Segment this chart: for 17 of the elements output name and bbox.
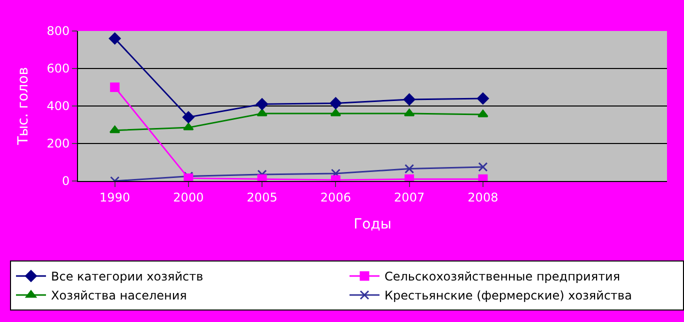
- y-tick-label: 800: [46, 24, 70, 38]
- x-tick-label: 2000: [173, 190, 204, 204]
- x-tick-label: 2005: [246, 190, 278, 204]
- legend-label: Хозяйства населения: [51, 288, 187, 303]
- x-tick-label: 2008: [468, 190, 498, 204]
- y-tick-label: 400: [46, 99, 70, 114]
- x-tick-label: 2006: [320, 190, 351, 204]
- x-tick-label: 1990: [100, 190, 130, 204]
- y-tick-label: 200: [46, 136, 70, 151]
- y-tick-label: 600: [46, 62, 70, 76]
- legend-label: Крестьянские (фермерские) хозяйства: [384, 288, 632, 303]
- y-tick-label: 0: [62, 174, 70, 188]
- x-tick-label: 2007: [394, 190, 425, 204]
- x-axis-title: Годы: [354, 216, 392, 233]
- legend-label: Сельскохозяйственные предприятия: [384, 270, 620, 284]
- y-axis-title: Тыс. голов: [15, 67, 32, 146]
- legend-label: Все категории хозяйств: [51, 270, 204, 284]
